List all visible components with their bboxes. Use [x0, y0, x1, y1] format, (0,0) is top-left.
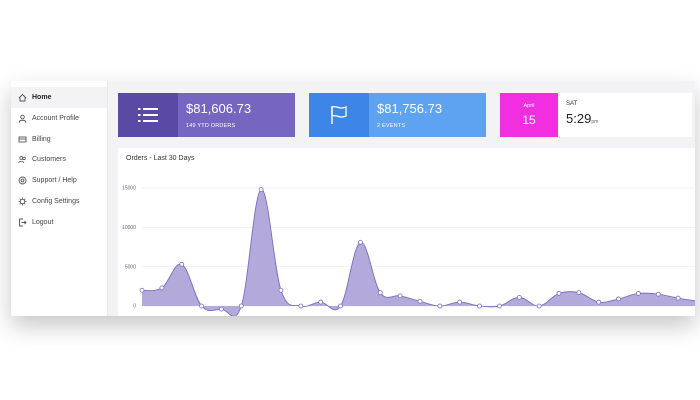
- data-point[interactable]: [516, 294, 522, 300]
- sidebar-item-label: Customers: [32, 156, 66, 164]
- sidebar-item-label: Billing: [32, 135, 51, 143]
- user-icon: [18, 114, 27, 123]
- data-point[interactable]: [298, 303, 304, 309]
- sidebar-item-label: Config Settings: [32, 198, 80, 205]
- clock-ampm: pm: [591, 119, 599, 125]
- sidebar-item-logout[interactable]: Logout: [11, 212, 107, 233]
- list-icon: [138, 108, 158, 122]
- orders-area-fill: [142, 189, 695, 316]
- clock-time: 5:29pm: [566, 111, 598, 126]
- data-point[interactable]: [497, 303, 502, 309]
- data-point[interactable]: [377, 290, 383, 296]
- support-icon: [18, 176, 27, 185]
- app-window: Home Account Profile Billing Customers Suppo…: [11, 81, 695, 316]
- sidebar-item-customers[interactable]: Customers: [11, 149, 107, 170]
- data-point[interactable]: [238, 303, 244, 309]
- data-point[interactable]: [417, 298, 423, 304]
- sidebar-item-label: Home: [32, 94, 52, 101]
- data-point[interactable]: [219, 306, 224, 312]
- orders-series-line: [141, 189, 695, 316]
- chart-title: Orders - Last 30 Days: [126, 155, 195, 162]
- date-month: April: [523, 103, 535, 109]
- home-icon: [18, 93, 27, 102]
- data-point[interactable]: [179, 261, 185, 267]
- sidebar-item-support-help[interactable]: Support / Help: [11, 170, 107, 191]
- y-tick-label: 0: [133, 304, 136, 310]
- sidebar-item-label: Support / Help: [32, 177, 77, 185]
- y-tick-label: 10000: [122, 225, 136, 231]
- data-point[interactable]: [437, 303, 443, 309]
- orders-count-label: 149 YTD ORDERS: [186, 123, 236, 129]
- events-card[interactable]: $81,756.73 2 EVENTS: [309, 93, 486, 137]
- data-point[interactable]: [675, 295, 681, 301]
- y-tick-label: 15000: [122, 186, 136, 192]
- events-count-label: 2 EVENTS: [377, 123, 406, 129]
- data-point[interactable]: [318, 299, 324, 305]
- data-point[interactable]: [358, 239, 363, 245]
- gear-icon: [18, 197, 27, 206]
- events-total-value: $81,756.73: [377, 101, 443, 116]
- data-point[interactable]: [457, 299, 463, 305]
- y-tick-label: 5000: [125, 264, 136, 270]
- sidebar-item-account-profile[interactable]: Account Profile: [11, 108, 107, 129]
- sidebar-item-label: Account Profile: [32, 114, 80, 122]
- data-point[interactable]: [636, 291, 641, 296]
- main-content: $81,606.73 149 YTD ORDERS $81,756.73 2 E…: [108, 81, 695, 316]
- sidebar: Home Account Profile Billing Customers Suppo…: [11, 81, 108, 316]
- logout-icon: [18, 218, 27, 227]
- flag-icon: [331, 105, 347, 124]
- orders-total-value: $81,606.73: [186, 101, 252, 116]
- data-point[interactable]: [576, 290, 582, 296]
- sidebar-item-config-settings[interactable]: Config Settings: [11, 191, 107, 212]
- data-point[interactable]: [655, 291, 661, 297]
- data-point[interactable]: [139, 287, 145, 293]
- data-point[interactable]: [616, 296, 621, 302]
- data-point[interactable]: [477, 303, 482, 309]
- data-point[interactable]: [338, 303, 343, 309]
- data-point[interactable]: [536, 303, 542, 309]
- orders-card-icon-area: [118, 93, 178, 137]
- billing-icon: [18, 135, 27, 144]
- data-point[interactable]: [596, 299, 602, 305]
- day-of-week: SAT: [566, 101, 578, 107]
- data-point[interactable]: [556, 291, 562, 296]
- events-card-icon-area: [309, 93, 369, 137]
- sidebar-item-billing[interactable]: Billing: [11, 129, 107, 150]
- customers-icon: [18, 155, 27, 164]
- data-point[interactable]: [199, 303, 204, 309]
- date-badge: April 15: [500, 93, 558, 137]
- orders-card[interactable]: $81,606.73 149 YTD ORDERS: [118, 93, 295, 137]
- sidebar-item-home[interactable]: Home: [11, 87, 107, 108]
- date-card: April 15 SAT 5:29pm: [500, 93, 692, 137]
- clock-time-value: 5:29: [566, 111, 592, 126]
- orders-area-chart: 15000 10000 5000 0: [122, 186, 695, 316]
- orders-chart-panel: Orders - Last 30 Days 15000 10000 5000 0: [118, 148, 695, 316]
- date-day: 15: [522, 113, 536, 127]
- data-point[interactable]: [258, 187, 264, 192]
- data-point[interactable]: [397, 293, 403, 299]
- sidebar-item-label: Logout: [32, 218, 54, 226]
- data-point[interactable]: [159, 285, 165, 291]
- data-point[interactable]: [278, 287, 284, 293]
